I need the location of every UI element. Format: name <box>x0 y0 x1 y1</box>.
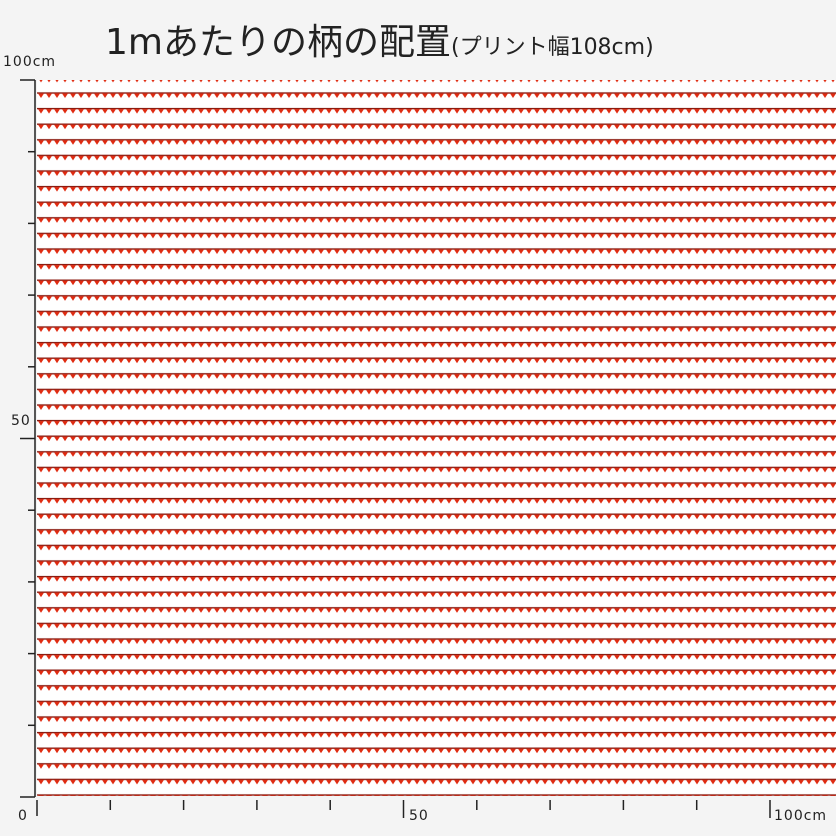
rulers <box>20 79 771 818</box>
title: 1mあたりの柄の配置(プリント幅108cm) <box>105 22 654 63</box>
title-sub: (プリント幅108cm) <box>451 35 654 60</box>
fabric-pattern <box>37 80 836 796</box>
ruler-label: 50 <box>11 413 31 429</box>
ruler-label: 50 <box>409 808 429 824</box>
ruler-label: 0 <box>18 808 28 824</box>
title-main: 1mあたりの柄の配置 <box>105 22 451 63</box>
ruler-label: 100cm <box>774 808 827 824</box>
ruler-label: 100cm <box>3 54 56 70</box>
